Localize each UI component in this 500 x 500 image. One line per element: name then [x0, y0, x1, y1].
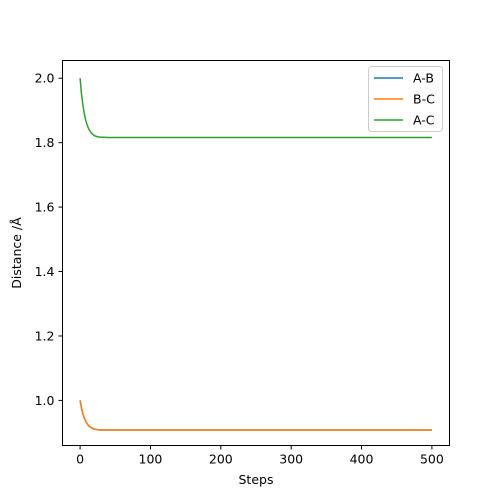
series-line-a-c	[79, 78, 432, 139]
y-tick-label: 2.0	[35, 71, 55, 86]
x-tick-label: 0	[76, 452, 84, 467]
plot-frame	[62, 60, 450, 446]
legend-label-ab: A-B	[413, 71, 434, 86]
y-tick-label: 1.8	[35, 135, 55, 150]
y-tick-label: 1.2	[35, 328, 55, 343]
x-tick-label: 400	[350, 452, 374, 467]
x-tick-label: 100	[139, 452, 163, 467]
series-layer	[79, 78, 432, 431]
y-axis-label: Distance /Å	[9, 217, 24, 289]
legend-label-bc: B-C	[413, 92, 435, 107]
legend-label-ac: A-C	[413, 113, 435, 128]
x-tick-label: 500	[420, 452, 444, 467]
y-tick-label: 1.6	[35, 200, 55, 215]
legend: A-B B-C A-C	[368, 66, 443, 132]
x-tick-label: 200	[209, 452, 233, 467]
x-tick-label: 300	[279, 452, 303, 467]
y-tick-label: 1.4	[35, 264, 55, 279]
y-tick-label: 1.0	[35, 393, 55, 408]
x-axis-label: Steps	[239, 472, 274, 487]
series-line-b-c	[79, 400, 432, 431]
x-axis: 0 100 200 300 400 500	[76, 445, 444, 467]
legend-box	[368, 66, 443, 132]
y-axis: 1.0 1.2 1.4 1.6 1.8 2.0	[35, 71, 63, 408]
